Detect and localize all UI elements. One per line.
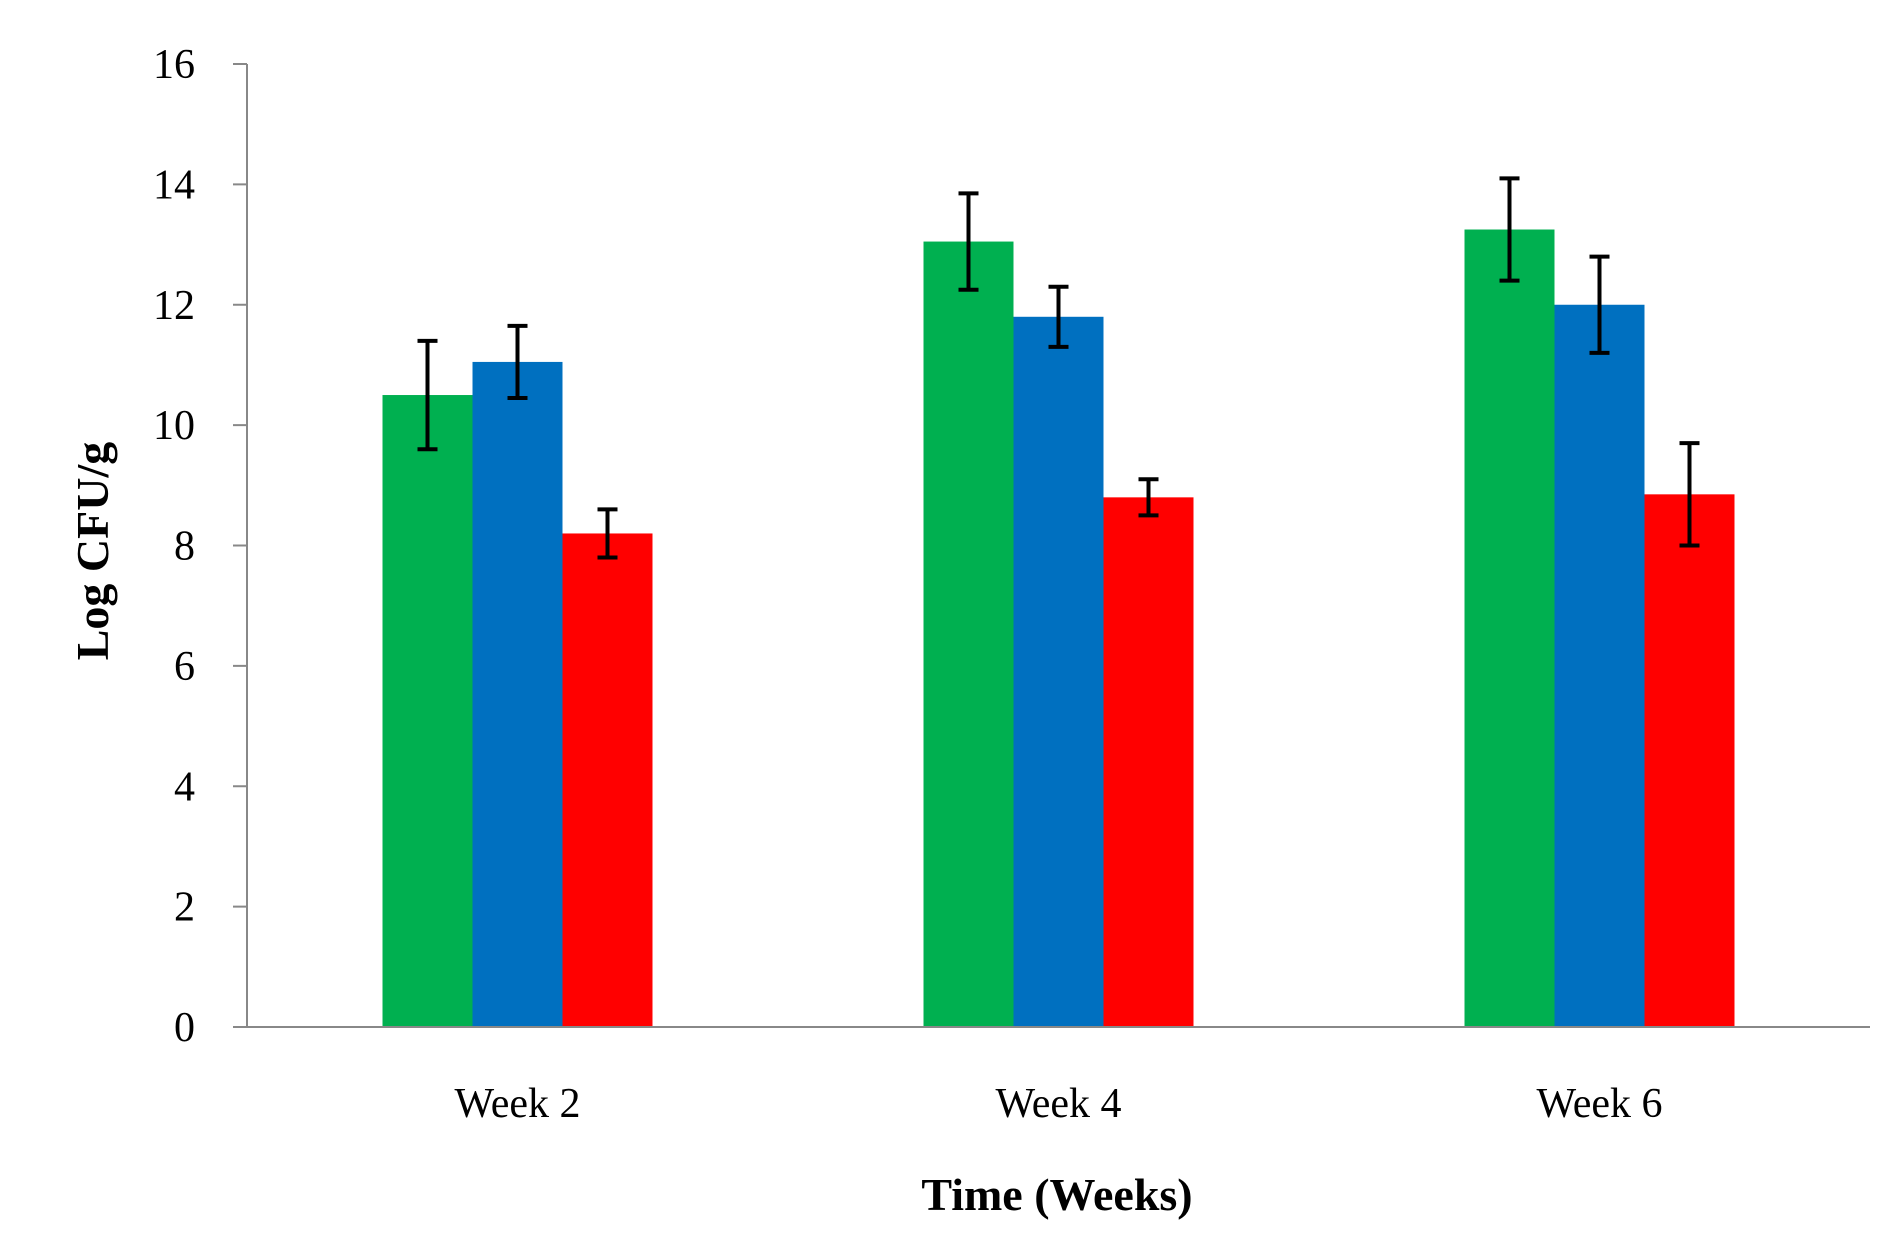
y-tick-label: 10 [153,403,195,449]
x-axis-title: Time (Weeks) [921,1169,1192,1220]
x-tick-label: Week 4 [995,1081,1121,1127]
bar-3-week-4 [1103,497,1194,1028]
error-bars-layer [417,176,1700,560]
x-tick-label: Week 6 [1536,1081,1662,1127]
bar-1-week-4 [923,241,1014,1028]
bar-2-week-4 [1013,316,1104,1028]
bar-1-week-6 [1464,229,1555,1027]
y-tick-label: 14 [153,162,195,208]
y-tick-label: 8 [174,524,195,570]
bar-1-week-2 [382,395,473,1027]
bar-2-week-6 [1554,304,1645,1027]
bars-layer [382,229,1735,1028]
x-axis-ticks: Week 2 Week 4 Week 6 [454,1081,1662,1127]
y-axis-ticks: 0 2 4 6 8 10 12 14 16 [153,42,247,1051]
x-tick-label: Week 2 [454,1081,580,1127]
bar-3-week-2 [562,533,653,1027]
y-tick-label: 0 [174,1005,195,1051]
y-tick-label: 12 [153,283,195,329]
y-tick-label: 4 [174,764,195,810]
y-tick-label: 16 [153,42,195,88]
bar-3-week-6 [1644,494,1735,1027]
y-tick-label: 6 [174,644,195,690]
y-tick-label: 2 [174,885,195,931]
bar-2-week-2 [472,361,563,1028]
y-axis-title: Log CFU/g [67,442,118,661]
